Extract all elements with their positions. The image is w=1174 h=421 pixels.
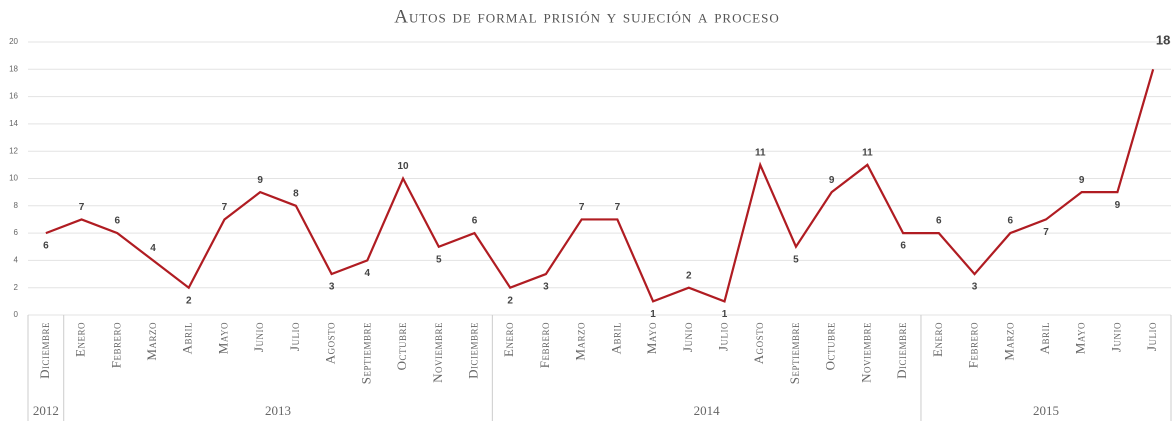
data-label: 6: [43, 241, 49, 252]
data-label: 8: [293, 188, 299, 199]
data-label: 5: [436, 254, 442, 265]
x-tick-label: Septiembre: [787, 322, 802, 384]
x-tick-label: Marzo: [1001, 322, 1016, 361]
x-tick-label: Junio: [251, 322, 266, 352]
x-tick-label: Enero: [501, 322, 516, 357]
x-tick-label: Diciembre: [465, 322, 480, 379]
x-tick-label: Mayo: [1073, 322, 1088, 354]
x-tick-label: Febrero: [966, 322, 981, 368]
x-tick-label: Agosto: [751, 322, 766, 364]
data-label: 6: [472, 216, 478, 227]
data-label: 9: [257, 175, 263, 186]
data-label: 7: [579, 202, 585, 213]
group-label: 2012: [33, 403, 59, 418]
data-label: 3: [972, 282, 978, 293]
data-label: 3: [543, 282, 549, 293]
x-tick-label: Mayo: [644, 322, 659, 354]
x-tick-label: Diciembre: [894, 322, 909, 379]
x-tick-label: Mayo: [215, 322, 230, 354]
data-label: 11: [755, 147, 766, 158]
x-tick-label: Junio: [1108, 322, 1123, 352]
data-label: 4: [365, 268, 371, 279]
data-label: 1: [650, 309, 656, 320]
data-label: 9: [1079, 175, 1085, 186]
data-label: 6: [936, 216, 942, 227]
y-tick-label: 8: [14, 201, 19, 210]
x-tick-label: Abril: [1037, 322, 1052, 354]
y-tick-label: 20: [9, 37, 18, 46]
x-tick-label: Junio: [680, 322, 695, 352]
data-label: 18: [1156, 33, 1170, 48]
x-tick-label: Diciembre: [37, 322, 52, 379]
y-tick-label: 10: [9, 174, 18, 183]
data-label: 2: [186, 295, 192, 306]
group-label: 2014: [694, 403, 721, 418]
y-tick-label: 2: [14, 283, 19, 292]
data-label: 6: [900, 241, 906, 252]
data-label: 6: [115, 216, 121, 227]
x-tick-label: Marzo: [573, 322, 588, 361]
y-tick-label: 6: [14, 228, 19, 237]
x-tick-label: Noviembre: [858, 322, 873, 383]
data-label: 1: [722, 309, 728, 320]
x-tick-label: Octubre: [823, 322, 838, 370]
data-label: 6: [1007, 216, 1013, 227]
data-label: 7: [79, 202, 85, 213]
x-tick-label: Septiembre: [358, 322, 373, 384]
x-tick-label: Julio: [1144, 322, 1159, 351]
y-tick-label: 0: [14, 310, 19, 319]
group-label: 2013: [265, 403, 291, 418]
data-label: 2: [686, 270, 692, 281]
data-label: 5: [793, 254, 799, 265]
x-tick-label: Enero: [73, 322, 88, 357]
data-label: 7: [615, 202, 621, 213]
chart-title: Autos de formal prisión y sujeción a pro…: [394, 6, 779, 27]
data-label: 2: [507, 295, 513, 306]
data-label: 3: [329, 282, 335, 293]
x-tick-label: Febrero: [108, 322, 123, 368]
x-tick-label: Agosto: [323, 322, 338, 364]
data-label: 11: [862, 147, 873, 158]
x-tick-label: Enero: [930, 322, 945, 357]
x-tick-label: Febrero: [537, 322, 552, 368]
x-tick-label: Noviembre: [430, 322, 445, 383]
line-series: [45, 68, 1155, 303]
data-label: 7: [222, 202, 228, 213]
x-tick-label: Julio: [716, 322, 731, 351]
x-tick-label: Marzo: [144, 322, 159, 361]
x-tick-label: Julio: [287, 322, 302, 351]
x-tick-label: Abril: [608, 322, 623, 354]
y-tick-label: 12: [9, 146, 18, 155]
y-tick-label: 4: [14, 256, 19, 265]
data-label: 9: [1115, 200, 1121, 211]
x-tick-label: Octubre: [394, 322, 409, 370]
data-label: 4: [150, 243, 156, 254]
data-label: 9: [829, 175, 835, 186]
x-tick-label: Abril: [180, 322, 195, 354]
y-tick-label: 16: [9, 92, 18, 101]
data-label: 7: [1043, 227, 1049, 238]
y-tick-label: 18: [9, 64, 18, 73]
group-label: 2015: [1033, 403, 1059, 418]
y-tick-label: 14: [9, 119, 18, 128]
data-label: 10: [397, 161, 409, 172]
